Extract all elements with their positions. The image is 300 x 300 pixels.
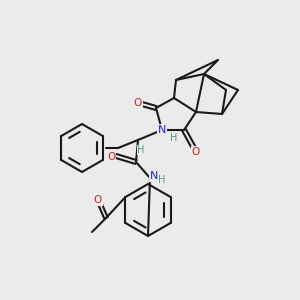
Text: O: O bbox=[192, 147, 200, 157]
Text: O: O bbox=[107, 152, 115, 162]
Text: O: O bbox=[94, 195, 102, 205]
Text: N: N bbox=[150, 171, 158, 181]
Text: H: H bbox=[170, 133, 178, 143]
Text: O: O bbox=[134, 98, 142, 108]
Text: N: N bbox=[158, 125, 166, 135]
Text: H: H bbox=[137, 145, 145, 155]
Text: H: H bbox=[158, 175, 166, 185]
